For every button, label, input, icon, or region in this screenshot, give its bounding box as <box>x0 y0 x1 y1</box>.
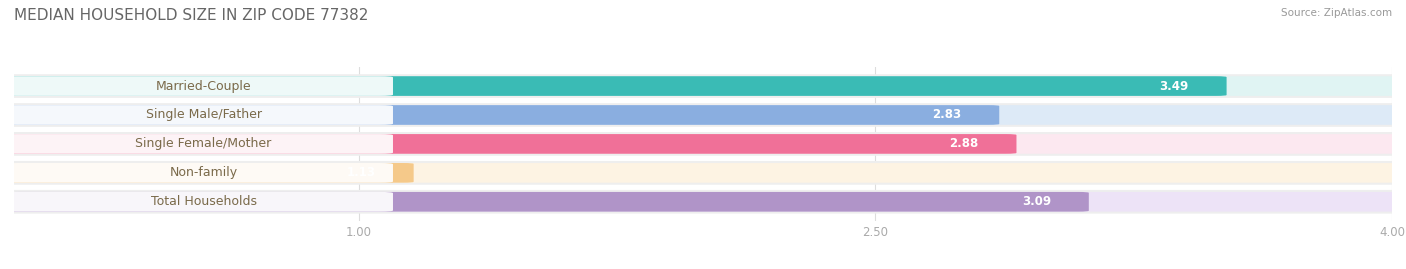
FancyBboxPatch shape <box>0 161 1406 185</box>
FancyBboxPatch shape <box>8 105 1000 125</box>
Text: Non-family: Non-family <box>170 166 238 179</box>
FancyBboxPatch shape <box>8 76 1398 96</box>
Text: Single Male/Father: Single Male/Father <box>145 108 262 122</box>
FancyBboxPatch shape <box>0 190 1406 214</box>
FancyBboxPatch shape <box>8 105 1398 125</box>
FancyBboxPatch shape <box>0 103 1406 127</box>
Text: Single Female/Mother: Single Female/Mother <box>135 137 271 150</box>
Text: 3.09: 3.09 <box>1022 195 1050 208</box>
FancyBboxPatch shape <box>4 192 394 212</box>
FancyBboxPatch shape <box>8 163 1398 183</box>
FancyBboxPatch shape <box>0 132 1406 156</box>
FancyBboxPatch shape <box>4 134 394 154</box>
FancyBboxPatch shape <box>8 163 413 183</box>
FancyBboxPatch shape <box>4 163 394 183</box>
FancyBboxPatch shape <box>8 192 1398 212</box>
Text: 3.49: 3.49 <box>1160 80 1188 93</box>
Text: 2.83: 2.83 <box>932 108 962 122</box>
FancyBboxPatch shape <box>8 134 1398 154</box>
Text: 1.13: 1.13 <box>347 166 375 179</box>
FancyBboxPatch shape <box>4 76 394 96</box>
Text: Total Households: Total Households <box>150 195 256 208</box>
Text: Married-Couple: Married-Couple <box>156 80 252 93</box>
FancyBboxPatch shape <box>8 192 1088 212</box>
Text: Source: ZipAtlas.com: Source: ZipAtlas.com <box>1281 8 1392 18</box>
FancyBboxPatch shape <box>4 105 394 125</box>
FancyBboxPatch shape <box>8 134 1017 154</box>
FancyBboxPatch shape <box>0 74 1406 98</box>
FancyBboxPatch shape <box>8 76 1226 96</box>
Text: 2.88: 2.88 <box>949 137 979 150</box>
Text: MEDIAN HOUSEHOLD SIZE IN ZIP CODE 77382: MEDIAN HOUSEHOLD SIZE IN ZIP CODE 77382 <box>14 8 368 23</box>
